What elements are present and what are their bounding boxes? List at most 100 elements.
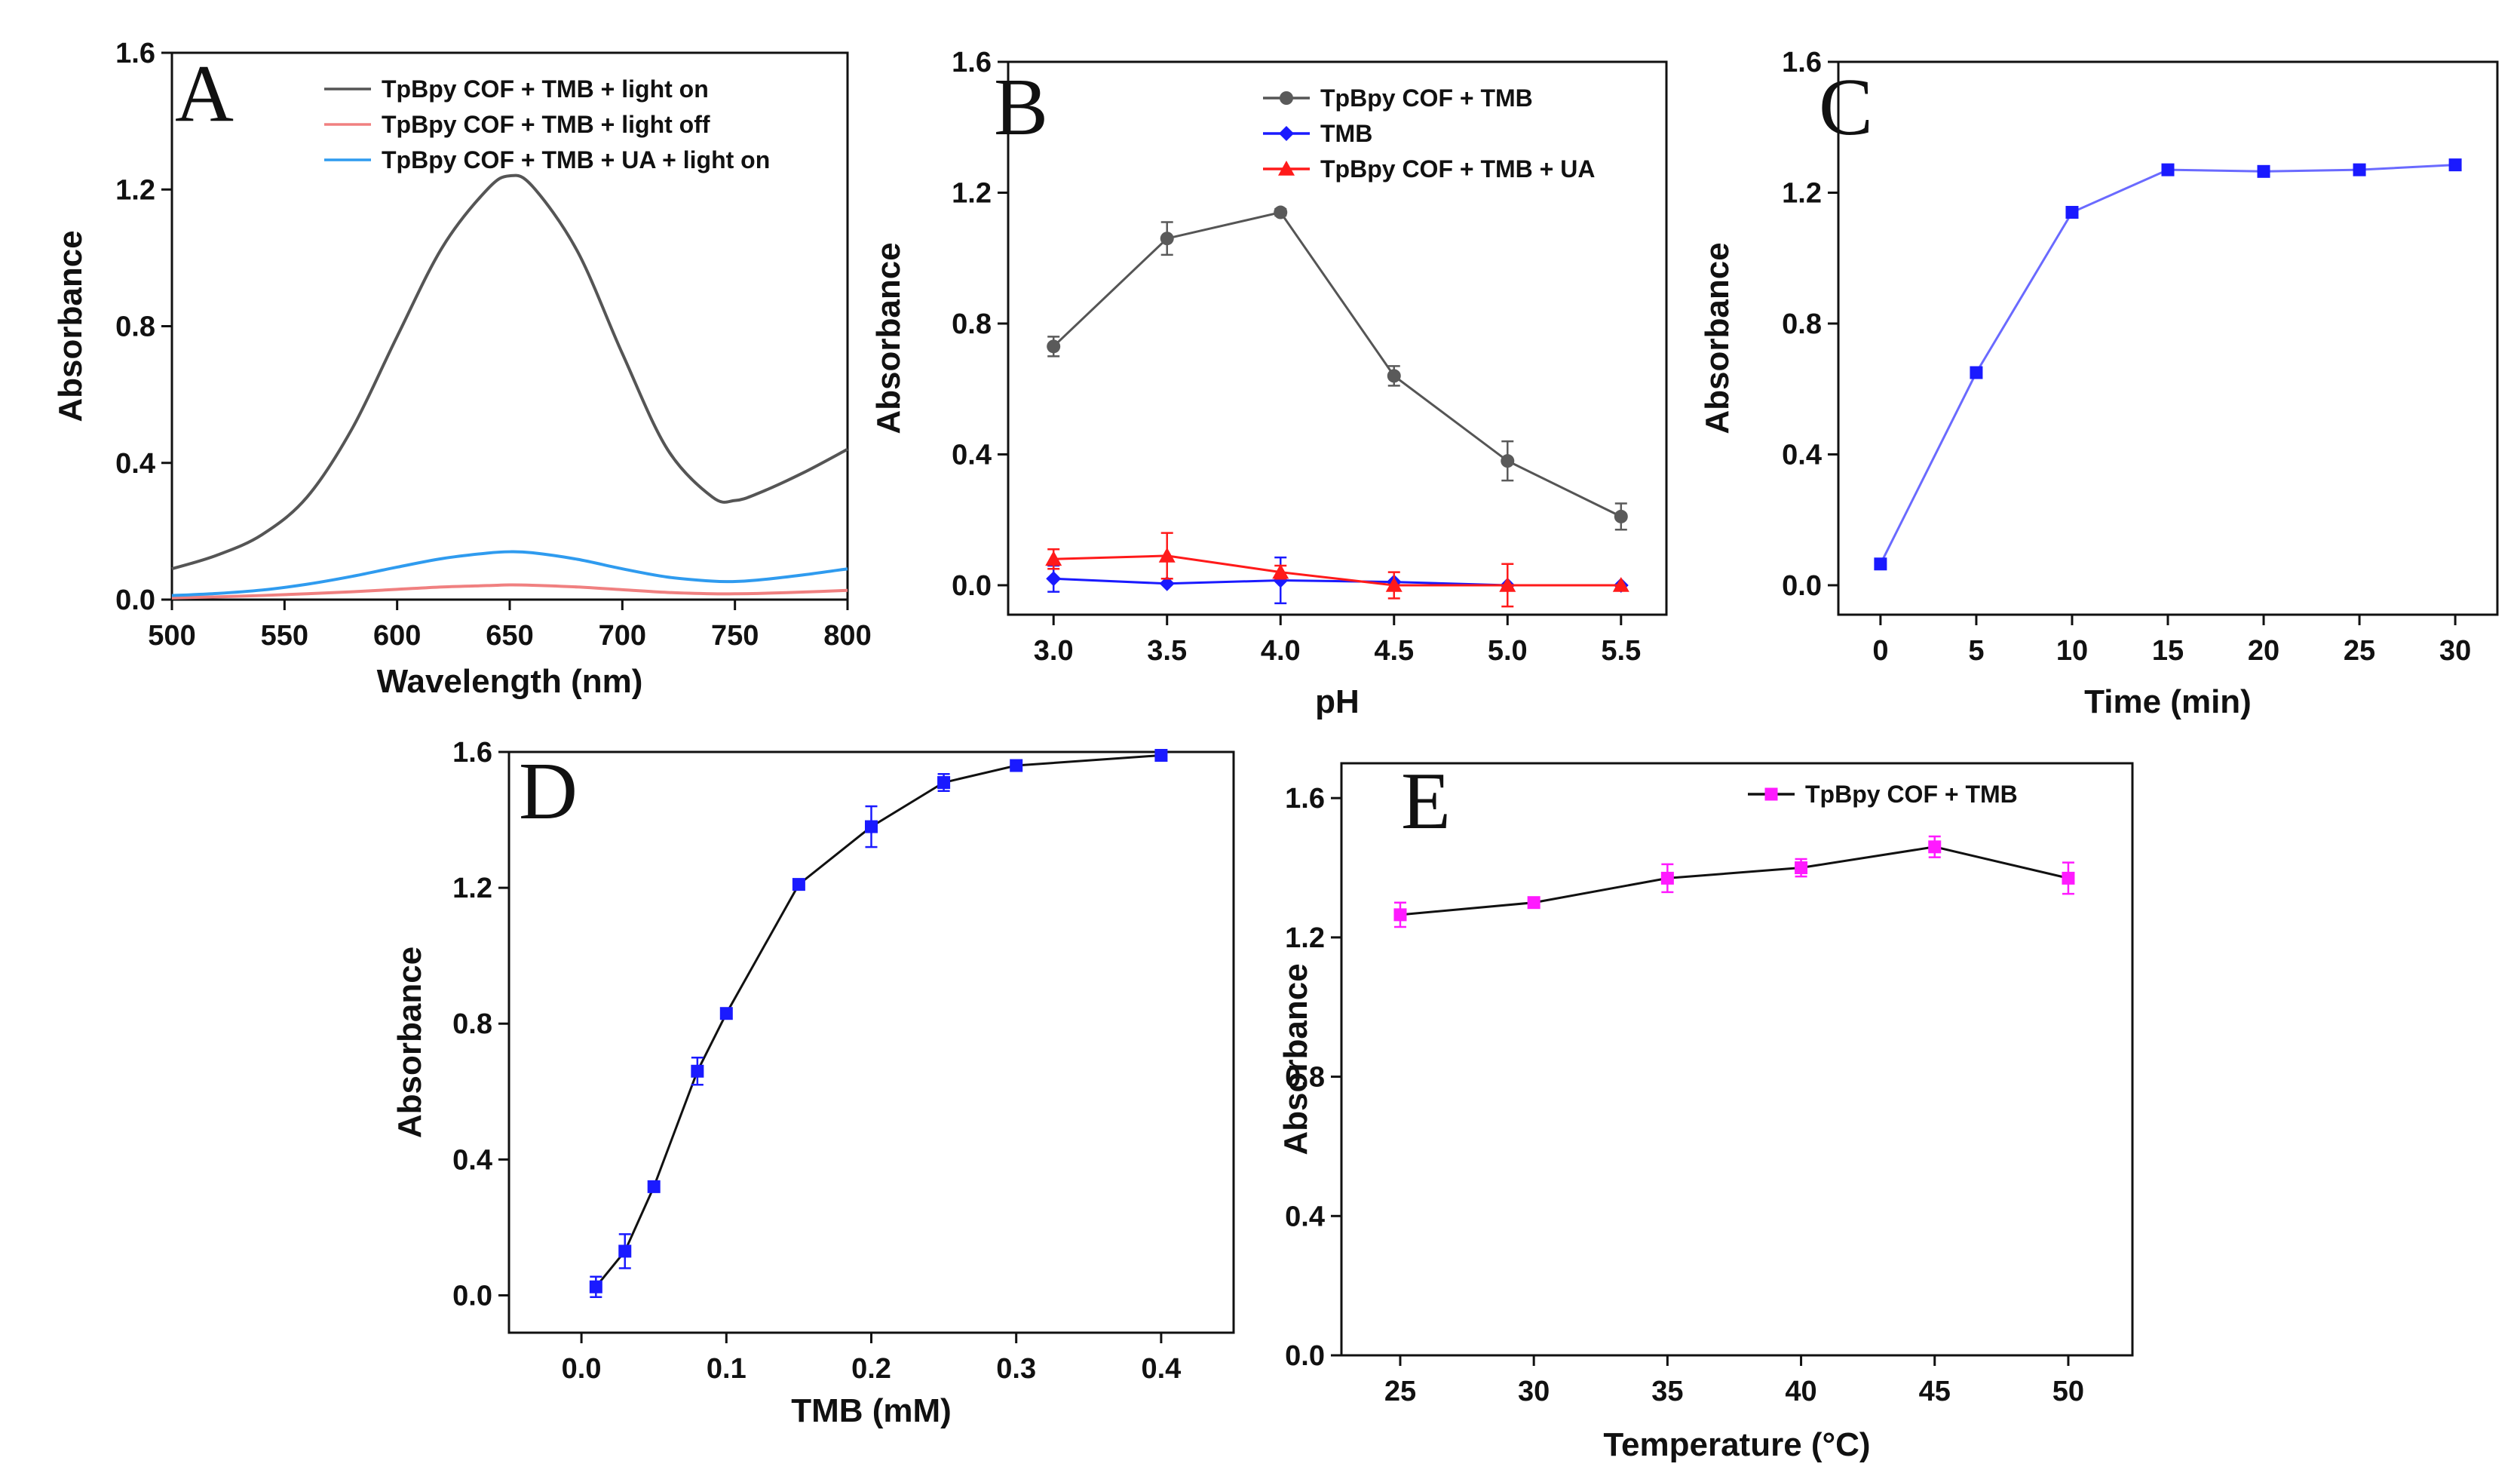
series-2	[1045, 532, 1629, 608]
series-0	[1874, 158, 2462, 571]
x-tick-label: 3.0	[1034, 635, 1074, 667]
series-line	[1879, 164, 2456, 565]
data-point	[2257, 164, 2270, 178]
y-tick-label: 0.8	[1285, 1062, 1325, 1094]
x-tick-label: 20	[2248, 635, 2279, 667]
y-tick-label: 1.2	[952, 177, 992, 209]
plot-frame	[1837, 60, 2499, 616]
x-tick-label: 0.1	[707, 1353, 746, 1385]
x-tick-label: 600	[373, 620, 421, 652]
data-point	[1501, 454, 1515, 468]
data-point	[2065, 206, 2079, 219]
y-axis-label: Absorbance	[52, 230, 89, 422]
y-tick-label: 1.2	[1782, 177, 1822, 209]
legend-entry: TpBpy COF + TMB	[1805, 781, 2018, 808]
x-tick-label: 0	[1872, 635, 1888, 667]
x-tick-label: 750	[711, 620, 759, 652]
data-point	[1660, 871, 1674, 885]
legend-entry: TpBpy COF + TMB + light off	[382, 111, 710, 138]
legend-entry: TMB	[1320, 120, 1372, 147]
y-tick-label: 1.2	[452, 873, 492, 904]
x-tick-label: 0.0	[562, 1353, 602, 1385]
legend: TpBpy COF + TMB	[1748, 781, 2018, 808]
legend-entry: TpBpy COF + TMB	[1320, 84, 1533, 112]
y-tick-label: 1.2	[115, 174, 155, 206]
legend-marker	[1280, 91, 1293, 105]
x-tick-label: 30	[1518, 1376, 1550, 1407]
panel-c: 0 5 10 15 20 25 30 0.0 0.4 0.8 1.2 1.6 Time (min) Abs…	[1699, 47, 2499, 720]
x-tick-label: 40	[1785, 1376, 1816, 1407]
series-1	[1046, 556, 1629, 605]
y-tick-label: 1.6	[1285, 783, 1325, 815]
data-point	[1158, 547, 1176, 563]
data-point	[1159, 575, 1175, 591]
data-point	[1499, 576, 1516, 592]
data-point	[1045, 551, 1062, 566]
panel-e: 25 30 35 40 45 50 0.0 0.4 0.8 1.2 1.6 Temperature (…	[1277, 756, 2134, 1463]
panel-letter: C	[1819, 63, 1873, 152]
series-line	[595, 754, 1162, 1288]
data-point	[865, 820, 878, 833]
y-tick-label: 1.2	[1285, 922, 1325, 954]
y-tick-label: 1.6	[1782, 47, 1822, 78]
y-tick-label: 0.0	[1782, 570, 1822, 602]
x-axis-label: TMB (mM)	[791, 1392, 952, 1429]
legend-entry: TpBpy COF + TMB + UA + light on	[382, 146, 770, 173]
series-0	[1393, 835, 2075, 928]
data-point	[1160, 232, 1174, 246]
data-point	[792, 878, 805, 891]
legend-marker	[1279, 126, 1294, 141]
y-tick-label: 0.0	[115, 585, 155, 616]
panel-letter: E	[1401, 756, 1451, 846]
legend: TpBpy COF + TMB TMB TpBpy COF + TMB + UA	[1263, 84, 1595, 183]
data-point	[1970, 366, 1983, 379]
y-tick-label: 0.8	[1782, 308, 1822, 340]
data-point	[1154, 749, 1168, 763]
y-tick-label: 0.8	[952, 308, 992, 340]
series-line	[171, 550, 848, 597]
data-point	[1046, 571, 1062, 587]
panel-b: 3.0 3.5 4.0 4.5 5.0 5.5 0.0 0.4 0.8 1.2 1.6 pH Absor…	[870, 47, 1668, 720]
data-point	[589, 1280, 602, 1293]
data-point	[1387, 369, 1401, 383]
y-tick-label: 0.8	[452, 1008, 492, 1040]
x-axis-label: Wavelength (nm)	[377, 663, 643, 700]
panel-letter: A	[175, 49, 234, 139]
legend-marker	[1278, 161, 1295, 176]
series-line	[171, 583, 848, 600]
x-tick-label: 550	[261, 620, 308, 652]
data-point	[1928, 840, 1942, 854]
x-tick-label: 5	[1968, 635, 1984, 667]
panel-a: 500 550 600 650 700 750 800 0.0 0.4 0.8 1.2 1.6 Wave…	[52, 38, 872, 700]
x-tick-label: 0.4	[1141, 1353, 1181, 1385]
series-line	[1399, 845, 2069, 916]
series-line	[1053, 554, 1621, 587]
y-tick-label: 0.4	[1285, 1201, 1325, 1232]
x-tick-label: 10	[2056, 635, 2088, 667]
data-point	[647, 1180, 661, 1193]
y-tick-label: 0.4	[452, 1144, 492, 1176]
data-point	[2062, 871, 2075, 885]
panel-letter: D	[519, 747, 578, 836]
data-point	[1393, 908, 1407, 922]
series-2	[171, 550, 848, 597]
legend-entry: TpBpy COF + TMB + light on	[382, 75, 709, 103]
y-tick-label: 0.4	[952, 439, 992, 471]
x-tick-label: 650	[486, 620, 533, 652]
plot-frame	[1007, 60, 1668, 616]
x-tick-label: 5.5	[1601, 635, 1641, 667]
x-tick-label: 4.0	[1261, 635, 1301, 667]
y-tick-label: 1.6	[115, 38, 155, 69]
x-tick-label: 35	[1651, 1376, 1683, 1407]
data-point	[1527, 896, 1541, 910]
data-point	[937, 776, 951, 790]
y-axis-label: Absorbance	[1699, 242, 1736, 434]
panel-letter: B	[994, 63, 1048, 152]
x-axis-label: Time (min)	[2084, 683, 2252, 720]
y-axis-label: Absorbance	[391, 947, 428, 1138]
data-point	[1795, 861, 1808, 875]
x-tick-label: 5.0	[1488, 635, 1528, 667]
x-tick-label: 25	[1384, 1376, 1416, 1407]
y-tick-label: 0.4	[1782, 439, 1822, 471]
